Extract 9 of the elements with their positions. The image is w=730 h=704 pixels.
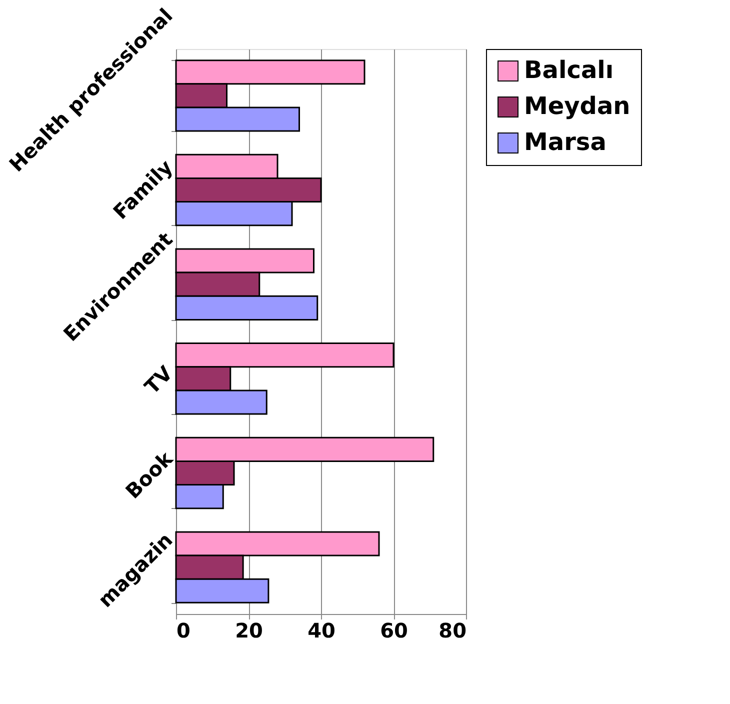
x-tick-label: 60 xyxy=(380,618,408,642)
y-tick-label: TV xyxy=(140,360,178,399)
legend-label: Balcalı xyxy=(524,56,614,84)
x-tick-label: 0 xyxy=(176,618,190,642)
x-tick-label: 20 xyxy=(235,618,263,642)
legend-label: Marsa xyxy=(524,128,606,156)
legend-label: Meydan xyxy=(524,92,630,120)
x-tick-label: 40 xyxy=(308,618,336,642)
x-tick-label: 80 xyxy=(438,618,466,642)
